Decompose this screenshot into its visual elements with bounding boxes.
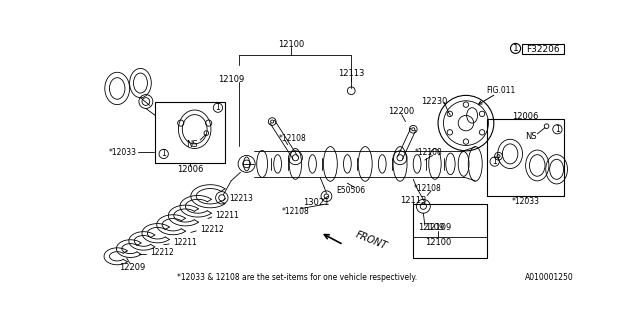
- Text: 12109: 12109: [418, 223, 444, 232]
- Text: 13021: 13021: [303, 198, 330, 207]
- Text: 1: 1: [216, 103, 220, 112]
- Text: 12006: 12006: [177, 165, 204, 174]
- Bar: [487, 119, 564, 196]
- Text: 12211: 12211: [216, 211, 239, 220]
- Text: 12006: 12006: [513, 112, 539, 121]
- Text: 1: 1: [492, 157, 497, 166]
- Text: *12033: *12033: [511, 197, 540, 206]
- Text: *12108: *12108: [415, 148, 443, 157]
- Text: E50506: E50506: [337, 186, 366, 195]
- Text: 12209: 12209: [120, 263, 146, 272]
- Text: 12212: 12212: [200, 225, 224, 234]
- Text: *12033 & 12108 are the set-items for one vehicle respectively.: *12033 & 12108 are the set-items for one…: [177, 273, 417, 282]
- Text: 12213: 12213: [229, 194, 253, 203]
- Text: *12033: *12033: [109, 148, 136, 157]
- Text: 12212: 12212: [150, 248, 173, 257]
- Bar: [155, 101, 225, 163]
- Text: 12113: 12113: [400, 196, 426, 204]
- Text: *12108: *12108: [282, 207, 309, 216]
- Text: 1: 1: [513, 44, 518, 53]
- Text: NS: NS: [525, 132, 537, 141]
- Text: 12109: 12109: [218, 75, 244, 84]
- Text: NS: NS: [187, 140, 198, 149]
- Bar: [413, 204, 487, 258]
- Text: *12108: *12108: [279, 134, 307, 143]
- Text: 12100: 12100: [425, 238, 451, 247]
- Text: FRONT: FRONT: [353, 229, 388, 251]
- Text: 12109: 12109: [425, 223, 451, 232]
- Text: FIG.011: FIG.011: [486, 86, 515, 95]
- Text: A010001250: A010001250: [525, 273, 573, 282]
- Text: 12211: 12211: [173, 238, 196, 247]
- Text: 12200: 12200: [388, 107, 415, 116]
- Text: 1: 1: [555, 125, 560, 134]
- Text: 12100: 12100: [278, 40, 304, 49]
- Text: 12113: 12113: [338, 68, 364, 77]
- Text: 1: 1: [161, 149, 166, 158]
- Bar: [522, 44, 564, 54]
- Text: 12230: 12230: [421, 97, 447, 106]
- Text: *12108: *12108: [413, 184, 441, 193]
- Text: F32206: F32206: [526, 45, 559, 54]
